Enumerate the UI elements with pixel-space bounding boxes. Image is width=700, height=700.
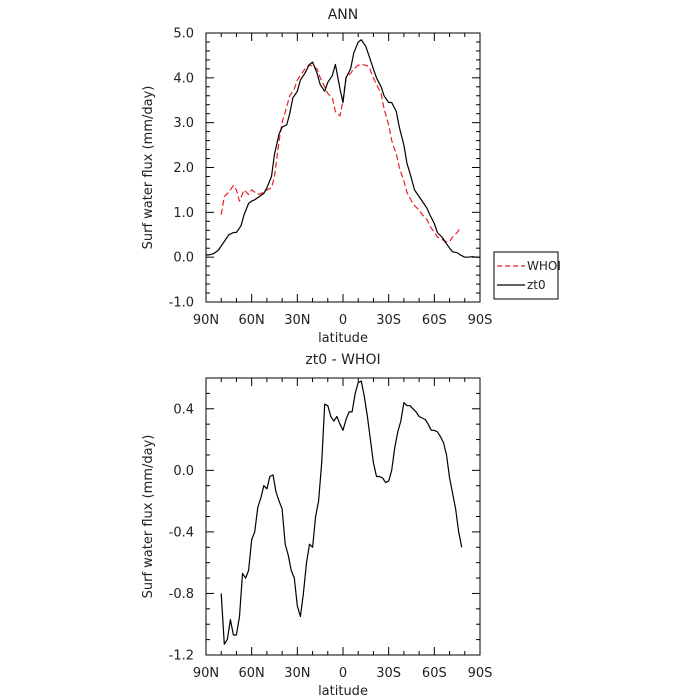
- x-tick-label: 90S: [468, 313, 493, 328]
- x-tick-label: 60S: [422, 666, 447, 681]
- y-tick-label: 3.0: [173, 116, 194, 131]
- legend-label-zt0: zt0: [527, 278, 546, 292]
- chart-title-1: ANN: [328, 7, 359, 23]
- y-tick-label: 0.0: [173, 251, 194, 266]
- y-tick-label: -0.4: [169, 525, 194, 540]
- y-tick-label: -1.0: [169, 296, 194, 311]
- y-tick-label: 0.0: [173, 464, 194, 479]
- x-tick-label: 0: [339, 313, 347, 328]
- x-tick-label: 90N: [193, 666, 219, 681]
- x-tick-label: 30N: [284, 666, 310, 681]
- x-axis-label: latitude: [318, 331, 368, 346]
- x-tick-label: 60N: [239, 666, 265, 681]
- y-tick-label: 2.0: [173, 161, 194, 176]
- plot-frame-1: [205, 32, 481, 303]
- series-line-zt0: [206, 39, 480, 258]
- chart-title-2: zt0 - WHOI: [305, 352, 380, 368]
- legend-box: [493, 251, 559, 300]
- y-axis-label: Surf water flux (mm/day): [141, 435, 156, 599]
- x-tick-label: 30S: [376, 313, 401, 328]
- series-line-difference: [220, 380, 463, 645]
- y-tick-label: -1.2: [169, 649, 194, 664]
- series-line-whoi: [220, 63, 461, 243]
- y-tick-label: 5.0: [173, 27, 194, 42]
- y-tick-label: 4.0: [173, 71, 194, 86]
- x-tick-label: 60S: [422, 313, 447, 328]
- x-tick-label: 90N: [193, 313, 219, 328]
- x-tick-label: 90S: [468, 666, 493, 681]
- y-tick-label: 1.0: [173, 206, 194, 221]
- y-tick-label: 0.4: [173, 402, 194, 417]
- x-tick-label: 30N: [284, 313, 310, 328]
- y-tick-label: -0.8: [169, 587, 194, 602]
- x-axis-label: latitude: [318, 684, 368, 699]
- legend-label-whoi: WHOI: [527, 259, 561, 273]
- x-tick-label: 0: [339, 666, 347, 681]
- y-axis-label: Surf water flux (mm/day): [141, 86, 156, 250]
- plot-frame-2: [205, 377, 481, 656]
- x-tick-label: 60N: [239, 313, 265, 328]
- x-tick-label: 30S: [376, 666, 401, 681]
